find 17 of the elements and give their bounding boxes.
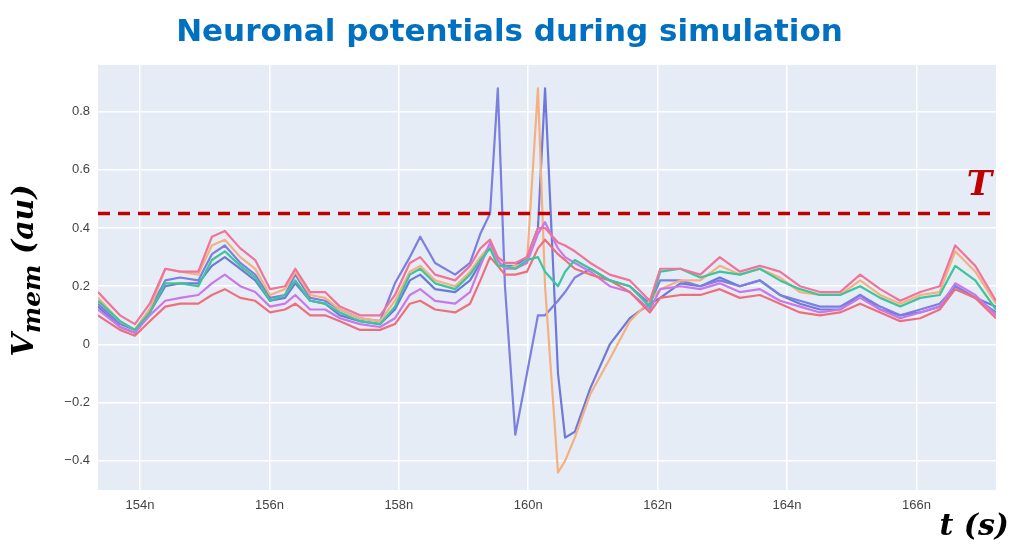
- x-tick-label: 160n: [513, 497, 543, 513]
- x-tick-label: 166n: [901, 497, 931, 513]
- y-tick-label: −0.2: [64, 394, 90, 410]
- y-tick-label: 0.8: [71, 103, 90, 119]
- x-tick-label: 158n: [384, 497, 414, 513]
- x-tick-label: 164n: [772, 497, 802, 513]
- chart-title: Neuronal potentials during simulation: [175, 12, 844, 48]
- x-axis-title: t (s): [939, 507, 1009, 542]
- y-tick-label: 0.6: [71, 161, 90, 177]
- y-tick-label: 0: [82, 336, 90, 352]
- x-tick-label: 154n: [125, 497, 155, 513]
- x-tick-label: 156n: [254, 497, 284, 513]
- y-tick-label: −0.4: [64, 452, 90, 468]
- ref-line-label: T: [966, 163, 995, 204]
- x-tick-label: 162n: [643, 497, 673, 513]
- y-tick-label: 0.2: [71, 277, 90, 293]
- y-tick-label: 0.4: [71, 219, 90, 235]
